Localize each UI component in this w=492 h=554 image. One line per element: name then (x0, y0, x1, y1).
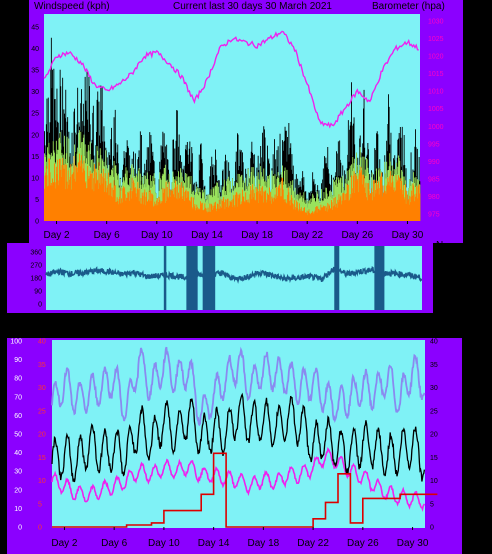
day-tick-label: Day 14 (198, 538, 230, 549)
day-tick-label: Day 14 (191, 230, 223, 241)
humidity-tick-label: 30 (14, 469, 22, 476)
humidity-tick-label: 50 (14, 432, 22, 439)
rainfall-tick-label: 30 (38, 385, 46, 392)
rainfall-tick-label: 15 (38, 455, 46, 462)
windspeed-tick-label: 10 (31, 175, 39, 182)
rainfall-tick-label: 35 (38, 362, 46, 369)
temperature-tick-label: 5 (430, 501, 434, 508)
windspeed-axis-title: Windspeed (kph) (34, 1, 110, 12)
windspeed-tick-label: 40 (31, 46, 39, 53)
day-tick-label: Day 22 (291, 230, 323, 241)
windspeed-tick-label: 20 (31, 132, 39, 139)
barometer-tick-label: 1025 (428, 36, 444, 43)
compass-e: E (436, 288, 443, 299)
rainfall-tick-label: 20 (38, 432, 46, 439)
temperature-plot-area (52, 340, 425, 528)
windspeed-tick-label: 35 (31, 68, 39, 75)
day-tick-label: Day 26 (341, 230, 373, 241)
direction-tick-label: 180 (30, 276, 42, 283)
day-tick-label: Day 6 (94, 230, 121, 241)
day-tick-label: Day 22 (297, 538, 329, 549)
day-tick-label: Day 18 (241, 230, 273, 241)
day-tick-label: Day 18 (248, 538, 280, 549)
windspeed-tick-label: 15 (31, 154, 39, 161)
barometer-tick-label: 990 (428, 159, 440, 166)
humidity-tick-label: 70 (14, 394, 22, 401)
day-tick-label: Day 26 (347, 538, 379, 549)
temperature-tick-label: 35 (430, 362, 438, 369)
barometer-tick-label: 1015 (428, 71, 444, 78)
temperature-tick-label: 40 (430, 339, 438, 346)
wind-direction-series (45, 264, 423, 284)
rainfall-tick-label: 10 (38, 478, 46, 485)
barometer-tick-label: 1000 (428, 124, 444, 131)
barometer-tick-label: 975 (428, 211, 440, 218)
windspeed-tick-label: 45 (31, 24, 39, 31)
barometer-axis-title: Barometer (hpa) (372, 1, 445, 12)
day-tick-label: Day 6 (101, 538, 128, 549)
humidity-series (51, 346, 426, 427)
direction-tick-label: 0 (38, 302, 42, 309)
barometer-tick-label: 980 (428, 194, 440, 201)
direction-tick-label: 360 (30, 250, 42, 257)
windspeed-tick-label: 25 (31, 111, 39, 118)
rainfall-axis-title: Rainfall (mm) (2, 322, 62, 333)
temperature-tick-label: 10 (430, 478, 438, 485)
day-tick-label: Day 2 (43, 230, 70, 241)
day-tick-label: Day 30 (397, 538, 429, 549)
barometer-series (43, 30, 419, 129)
barometer-tick-label: 985 (428, 176, 440, 183)
compass-s: S (436, 272, 443, 283)
temperature-axis-title: Temperature (°C) (312, 322, 389, 333)
barometer-tick-label: 1030 (428, 19, 444, 26)
temperature-tick-label: 30 (430, 385, 438, 392)
compass-w: W (436, 256, 446, 267)
humidity-tick-label: 10 (14, 506, 22, 513)
chart-title: Current last 30 days 30 March 2021 (173, 1, 332, 12)
direction-tick-label: 90 (34, 289, 42, 296)
humidity-tick-label: 0 (18, 525, 22, 532)
day-tick-label: Day 10 (141, 230, 173, 241)
compass-n-top: N (436, 240, 444, 251)
barometer-tick-label: 1005 (428, 106, 444, 113)
humidity-tick-label: 40 (14, 450, 22, 457)
humidity-tick-label: 90 (14, 357, 22, 364)
barometer-tick-label: 1010 (428, 89, 444, 96)
dewpoint-axis-title: Dew Point (°C) (400, 322, 467, 333)
rainfall-series (52, 452, 438, 528)
rainfall-tick-label: 0 (38, 525, 42, 532)
direction-tick-label: 270 (30, 263, 42, 270)
direction-gap-band (334, 246, 340, 310)
wind-low-series (44, 153, 421, 221)
temperature-tick-label: 25 (430, 408, 438, 415)
temperature-series (51, 392, 426, 483)
humidity-tick-label: 100 (10, 339, 22, 346)
compass-n-bottom: N (436, 304, 444, 315)
dewpoint-series (51, 446, 426, 512)
humidity-axis-title: Humidity (%) (68, 322, 126, 333)
rainfall-tick-label: 25 (38, 408, 46, 415)
rainfall-tick-label: 40 (38, 339, 46, 346)
day-tick-label: Day 30 (392, 230, 424, 241)
temperature-tick-label: 15 (430, 455, 438, 462)
windspeed-tick-label: 5 (35, 197, 39, 204)
humidity-tick-label: 20 (14, 487, 22, 494)
temperature-tick-label: 0 (430, 525, 434, 532)
rainfall-tick-label: 5 (38, 501, 42, 508)
windspeed-tick-label: 0 (35, 219, 39, 226)
day-tick-label: Day 2 (51, 538, 78, 549)
barometer-tick-label: 1020 (428, 54, 444, 61)
direction-gap-band (374, 246, 385, 310)
day-tick-label: Day 10 (148, 538, 180, 549)
temperature-tick-label: 20 (430, 432, 438, 439)
humidity-tick-label: 60 (14, 413, 22, 420)
windspeed-tick-label: 30 (31, 89, 39, 96)
humidity-tick-label: 80 (14, 376, 22, 383)
barometer-tick-label: 995 (428, 141, 440, 148)
